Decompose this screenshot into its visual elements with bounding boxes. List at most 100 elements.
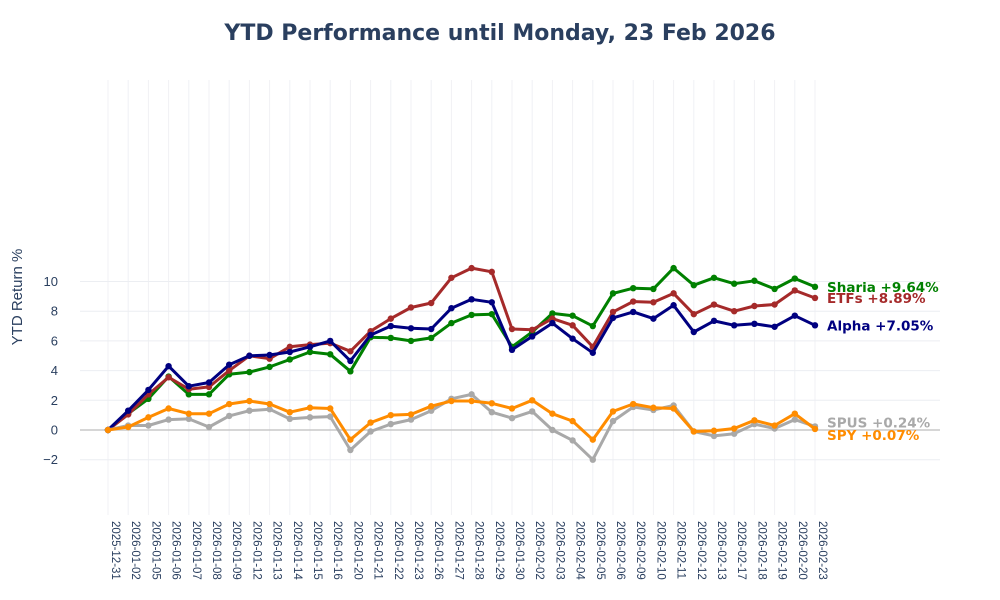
data-point-alpha <box>286 348 293 356</box>
data-point-spy <box>811 425 819 433</box>
x-tick-label: 2026-01-30 <box>513 521 525 580</box>
data-point-spus <box>246 407 253 414</box>
x-tick-label: 2026-02-13 <box>715 521 727 580</box>
series-label-sharia: Sharia +9.64% <box>827 280 939 296</box>
data-point-sharia <box>549 310 556 317</box>
x-tick-label: 2026-01-26 <box>432 521 444 580</box>
series-line-sharia <box>106 266 817 432</box>
data-point-etfs <box>549 315 556 322</box>
data-point-spus <box>165 416 172 423</box>
data-point-spy <box>226 400 233 408</box>
data-point-alpha <box>630 308 637 316</box>
data-point-spus <box>145 422 152 429</box>
data-point-sharia <box>448 319 455 327</box>
data-point-alpha <box>529 333 536 340</box>
x-tick-label: 2026-01-22 <box>392 521 404 580</box>
data-point-alpha <box>428 325 435 333</box>
data-point-alpha <box>549 319 556 327</box>
x-tick-label: 2026-01-27 <box>452 521 464 580</box>
data-point-spy <box>710 427 718 434</box>
data-point-alpha <box>327 337 334 345</box>
x-tick-label: 2026-01-28 <box>473 521 485 580</box>
data-point-spy <box>428 403 435 410</box>
data-point-alpha <box>791 312 798 319</box>
data-point-alpha <box>347 357 354 365</box>
data-point-sharia <box>347 368 354 375</box>
data-point-spus <box>428 407 435 414</box>
data-point-spus <box>306 414 314 421</box>
data-point-spus <box>185 415 192 423</box>
data-point-spy <box>630 400 637 408</box>
data-point-spy <box>670 405 677 412</box>
data-point-etfs <box>811 294 819 302</box>
x-tick-label: 2026-01-20 <box>351 521 363 580</box>
x-tick-label: 2026-01-09 <box>230 521 242 580</box>
data-point-sharia <box>811 283 819 291</box>
data-point-alpha <box>589 349 596 356</box>
data-point-spus <box>407 416 415 423</box>
data-point-sharia <box>185 391 192 398</box>
data-point-alpha <box>670 302 677 309</box>
x-tick-label: 2026-01-12 <box>250 521 262 580</box>
data-point-alpha <box>266 351 273 359</box>
x-tick-label: 2026-01-15 <box>311 521 323 580</box>
data-point-spus <box>488 408 495 416</box>
data-point-sharia <box>327 351 334 358</box>
x-tick-label: 2026-02-18 <box>755 521 767 580</box>
data-point-spus <box>791 416 798 423</box>
data-point-sharia <box>670 264 677 272</box>
data-point-spy <box>306 404 314 411</box>
data-point-alpha <box>165 362 172 370</box>
y-tick-label: 4 <box>51 363 58 378</box>
data-point-sharia <box>751 277 758 284</box>
data-point-spy <box>266 400 273 408</box>
data-point-spy <box>589 436 596 443</box>
data-point-alpha <box>690 328 697 336</box>
y-tick-label: 8 <box>51 304 58 319</box>
data-point-spus <box>609 417 617 425</box>
data-point-sharia <box>266 363 273 371</box>
data-point-alpha <box>771 323 778 330</box>
data-point-sharia <box>428 334 435 342</box>
data-point-spy <box>246 397 253 405</box>
series-line-etfs <box>106 266 817 432</box>
data-point-etfs <box>710 301 718 308</box>
data-point-sharia <box>407 337 415 345</box>
data-point-alpha <box>246 352 253 359</box>
series-label-etfs: ETFs +8.89% <box>827 291 926 307</box>
data-point-etfs <box>205 383 213 391</box>
x-tick-label: 2026-01-16 <box>331 521 343 580</box>
data-point-sharia <box>589 322 596 330</box>
data-point-etfs <box>771 301 778 308</box>
x-tick-label: 2026-01-14 <box>291 521 303 580</box>
data-point-etfs <box>468 264 475 272</box>
x-tick-label: 2026-01-23 <box>412 521 424 580</box>
data-point-alpha <box>710 317 718 325</box>
data-point-spy <box>205 410 213 417</box>
y-axis-title: YTD Return % <box>9 249 26 346</box>
data-point-spus <box>367 428 374 435</box>
data-point-spy <box>165 405 172 412</box>
data-point-alpha <box>226 361 233 368</box>
data-point-spy <box>286 408 293 416</box>
data-point-etfs <box>488 268 495 276</box>
data-point-spy <box>145 414 152 421</box>
data-point-spy <box>185 410 192 417</box>
data-point-spy <box>327 405 334 412</box>
data-point-sharia <box>690 282 697 289</box>
data-point-spus <box>387 420 394 428</box>
data-point-spus <box>205 423 213 431</box>
data-point-alpha <box>407 325 415 332</box>
data-point-spy <box>569 417 576 425</box>
data-point-sharia <box>205 391 213 398</box>
series-line-spy <box>106 398 817 442</box>
data-point-spy <box>609 408 617 415</box>
data-point-etfs <box>751 302 758 310</box>
data-point-spus <box>710 432 718 440</box>
data-point-etfs <box>670 290 677 297</box>
data-point-sharia <box>791 275 798 282</box>
data-point-sharia <box>246 368 253 376</box>
data-point-spus <box>327 413 334 420</box>
data-point-spus <box>569 437 576 444</box>
